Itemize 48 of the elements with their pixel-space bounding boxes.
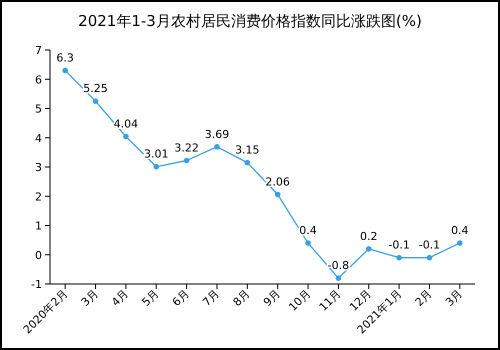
point (214, 144, 220, 150)
point (62, 68, 68, 74)
data-label: 5.25 (83, 82, 108, 96)
data-label: 3.01 (144, 148, 168, 161)
data-label: -0.1 (418, 238, 440, 252)
x-tick-label: 11月 (316, 286, 344, 314)
point (92, 98, 98, 104)
x-tick-label: 3月 (443, 286, 465, 309)
point (123, 134, 129, 140)
x-tick-label: 4月 (109, 286, 132, 309)
point (426, 254, 432, 260)
y-tick-label: 7 (35, 44, 42, 57)
x-tick-label: 9月 (260, 286, 283, 309)
x-tick-label: 8月 (230, 286, 252, 309)
point (274, 192, 280, 198)
data-label: -0.1 (388, 238, 410, 252)
x-tick-label: 6月 (170, 286, 192, 309)
data-label: 3.15 (235, 144, 260, 157)
x-tick-label: 3月 (78, 286, 101, 309)
point (305, 240, 311, 246)
data-label: 0.4 (299, 224, 317, 238)
y-tick-label: 1 (35, 220, 42, 232)
data-label: 2.06 (265, 175, 290, 188)
point (457, 240, 463, 246)
point (396, 254, 402, 260)
point (184, 158, 190, 164)
y-tick-label: 6 (35, 73, 42, 86)
point (336, 275, 342, 281)
y-tick-label: 0 (35, 248, 42, 262)
y-tick-label: 2 (35, 190, 42, 204)
y-tick-label: 5 (35, 102, 42, 116)
x-tick-label: 10月 (286, 286, 314, 314)
point (244, 160, 250, 166)
data-label: 3.22 (174, 142, 199, 155)
y-tick-label: 4 (35, 132, 42, 145)
data-label: 6.3 (56, 51, 74, 64)
x-tick-label: 7月 (200, 286, 222, 309)
data-label: 3.69 (204, 128, 230, 141)
y-tick-label: 3 (35, 161, 42, 174)
data-label: 0.2 (360, 230, 378, 243)
x-tick-label: 5月 (139, 286, 162, 309)
y-tick-label: -1 (31, 278, 42, 291)
data-label: -0.8 (328, 259, 350, 272)
point (366, 246, 372, 252)
chart-title: 2021年1-3月农村居民消费价格指数同比涨跌图(%) (78, 12, 422, 30)
x-tick-label: 2月 (412, 286, 435, 309)
point (153, 164, 160, 170)
data-label: 0.4 (451, 224, 469, 238)
